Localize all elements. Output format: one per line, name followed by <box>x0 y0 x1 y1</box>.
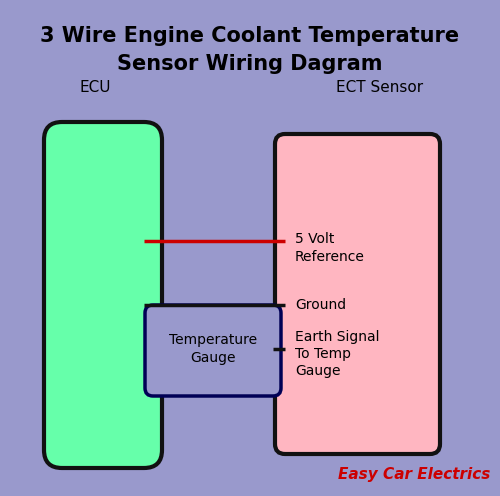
Text: Earth Signal
To Temp
Gauge: Earth Signal To Temp Gauge <box>295 330 380 378</box>
Text: Easy Car Electrics: Easy Car Electrics <box>338 467 490 482</box>
FancyBboxPatch shape <box>145 305 281 396</box>
FancyBboxPatch shape <box>44 122 162 468</box>
FancyBboxPatch shape <box>275 134 440 454</box>
Text: ECT Sensor: ECT Sensor <box>336 80 424 96</box>
Text: 5 Volt
Reference: 5 Volt Reference <box>295 232 365 264</box>
Text: Sensor Wiring Dagram: Sensor Wiring Dagram <box>117 54 383 74</box>
Text: 3 Wire Engine Coolant Temperature: 3 Wire Engine Coolant Temperature <box>40 26 460 46</box>
Text: Ground: Ground <box>295 298 346 312</box>
Text: ECU: ECU <box>79 80 111 96</box>
Text: Temperature
Gauge: Temperature Gauge <box>169 333 257 365</box>
